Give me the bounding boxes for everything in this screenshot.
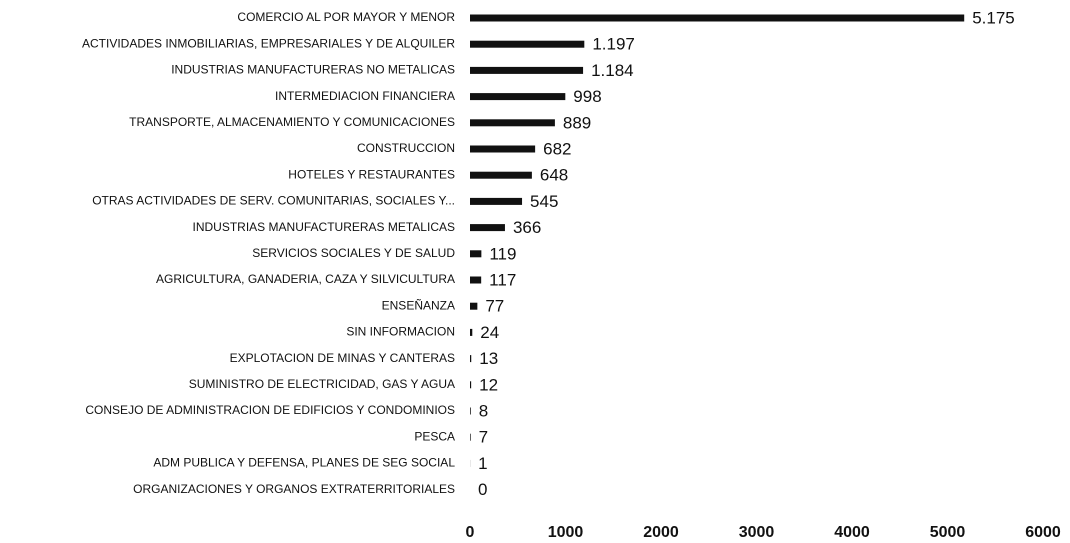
value-label: 119 bbox=[489, 244, 516, 263]
category-label: COMERCIO AL POR MAYOR Y MENOR bbox=[237, 10, 455, 24]
value-label: 12 bbox=[479, 375, 498, 394]
x-tick-label: 0 bbox=[466, 524, 475, 541]
category-label: INTERMEDIACION FINANCIERA bbox=[275, 89, 455, 103]
value-label: 8 bbox=[479, 401, 488, 420]
value-label: 0 bbox=[478, 480, 487, 499]
bar bbox=[470, 433, 471, 441]
bar bbox=[470, 119, 555, 127]
category-label: INDUSTRIAS MANUFACTURERAS METALICAS bbox=[193, 220, 455, 234]
bar bbox=[470, 355, 472, 363]
bar bbox=[470, 381, 472, 389]
value-label: 24 bbox=[480, 323, 499, 342]
category-label: ADM PUBLICA Y DEFENSA, PLANES DE SEG SOC… bbox=[153, 456, 455, 470]
bar bbox=[470, 40, 585, 48]
value-label: 117 bbox=[489, 270, 516, 289]
category-label: CONSEJO DE ADMINISTRACION DE EDIFICIOS Y… bbox=[85, 403, 455, 417]
bar bbox=[470, 93, 566, 101]
category-label: CONSTRUCCION bbox=[357, 141, 455, 155]
category-label: PESCA bbox=[414, 429, 455, 443]
bar bbox=[470, 224, 505, 232]
bar bbox=[470, 14, 965, 22]
value-label: 7 bbox=[479, 428, 488, 447]
category-label: SERVICIOS SOCIALES Y DE SALUD bbox=[252, 246, 455, 260]
value-label: 682 bbox=[543, 139, 571, 158]
bar bbox=[470, 407, 471, 415]
category-label: INDUSTRIAS MANUFACTURERAS NO METALICAS bbox=[171, 63, 455, 77]
category-label: ORGANIZACIONES Y ORGANOS EXTRATERRITORIA… bbox=[133, 482, 455, 496]
category-label: SIN INFORMACION bbox=[346, 325, 455, 339]
x-tick-label: 6000 bbox=[1025, 524, 1061, 541]
value-label: 366 bbox=[513, 218, 541, 237]
bar bbox=[470, 171, 532, 179]
bar bbox=[470, 276, 482, 284]
bar bbox=[470, 197, 523, 205]
bar bbox=[470, 302, 478, 310]
category-label: HOTELES Y RESTAURANTES bbox=[288, 167, 455, 181]
category-label: SUMINISTRO DE ELECTRICIDAD, GAS Y AGUA bbox=[189, 377, 455, 391]
bar bbox=[470, 145, 536, 153]
value-label: 13 bbox=[479, 349, 498, 368]
category-label: EXPLOTACION DE MINAS Y CANTERAS bbox=[230, 351, 455, 365]
category-label: ACTIVIDADES INMOBILIARIAS, EMPRESARIALES… bbox=[82, 36, 455, 50]
x-tick-label: 3000 bbox=[739, 524, 775, 541]
value-label: 998 bbox=[573, 87, 601, 106]
value-label: 1.197 bbox=[592, 35, 635, 54]
category-label: OTRAS ACTIVIDADES DE SERV. COMUNITARIAS,… bbox=[92, 194, 455, 208]
value-label: 648 bbox=[540, 166, 568, 185]
category-label: TRANSPORTE, ALMACENAMIENTO Y COMUNICACIO… bbox=[129, 115, 455, 129]
value-label: 5.175 bbox=[972, 8, 1015, 27]
value-label: 77 bbox=[485, 297, 504, 316]
bar bbox=[470, 250, 482, 258]
category-label: ENSEÑANZA bbox=[382, 298, 455, 312]
value-label: 545 bbox=[530, 192, 558, 211]
x-tick-label: 4000 bbox=[834, 524, 870, 541]
x-tick-label: 1000 bbox=[548, 524, 584, 541]
value-label: 1.184 bbox=[591, 61, 634, 80]
x-tick-label: 5000 bbox=[930, 524, 966, 541]
x-tick-label: 2000 bbox=[643, 524, 679, 541]
category-label: AGRICULTURA, GANADERIA, CAZA Y SILVICULT… bbox=[156, 272, 455, 286]
bar bbox=[470, 66, 584, 74]
value-label: 889 bbox=[563, 113, 591, 132]
value-label: 1 bbox=[478, 454, 487, 473]
bar bbox=[470, 328, 473, 336]
